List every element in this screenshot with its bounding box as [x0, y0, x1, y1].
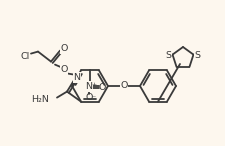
Text: O: O	[60, 44, 68, 53]
Text: +: +	[91, 82, 96, 87]
Text: O: O	[120, 81, 128, 91]
Text: ⁻: ⁻	[92, 93, 96, 102]
Text: S: S	[194, 51, 200, 60]
Text: O: O	[85, 93, 93, 102]
Text: S: S	[166, 51, 171, 60]
Text: H₂N: H₂N	[31, 95, 49, 104]
Text: O: O	[60, 65, 68, 74]
Text: O: O	[98, 83, 106, 92]
Text: N: N	[86, 82, 92, 91]
Text: Cl: Cl	[20, 52, 30, 61]
Text: N: N	[74, 73, 81, 82]
